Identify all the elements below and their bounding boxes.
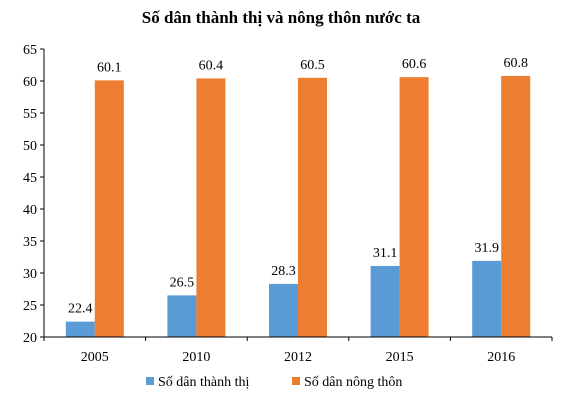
y-tick-label: 20 [23, 331, 37, 346]
x-tick-label: 2015 [386, 350, 414, 365]
data-label: 26.5 [170, 275, 195, 290]
bar-urban-2016 [472, 260, 502, 337]
bar-rural-2005 [94, 80, 124, 338]
bar-rural-2016 [501, 75, 531, 337]
bar-rural-2015 [399, 77, 429, 337]
x-tick-label: 2016 [487, 350, 515, 365]
legend-swatch-urban [146, 377, 154, 385]
y-tick-label: 65 [23, 43, 37, 58]
bar-urban-2015 [370, 265, 400, 337]
data-label: 60.1 [97, 60, 122, 75]
legend-label-rural: Số dân nông thôn [304, 375, 402, 390]
x-tick-label: 2012 [284, 350, 312, 365]
y-tick-label: 25 [23, 299, 37, 314]
x-tick-label: 2010 [182, 350, 210, 365]
y-tick-label: 35 [23, 235, 37, 250]
data-label: 28.3 [271, 264, 296, 279]
y-tick-label: 45 [23, 171, 37, 186]
y-tick-label: 60 [23, 75, 37, 90]
bar-urban-2010 [167, 295, 197, 337]
legend-swatch-rural [292, 377, 300, 385]
data-label: 60.5 [300, 58, 325, 73]
legend-label-urban: Số dân thành thị [158, 375, 249, 390]
bar-urban-2012 [269, 283, 298, 337]
bar-rural-2012 [298, 77, 327, 338]
data-label: 60.6 [402, 57, 427, 72]
y-tick-label: 55 [23, 107, 37, 122]
bar-rural-2010 [196, 78, 226, 337]
y-tick-label: 50 [23, 139, 37, 154]
x-tick-label: 2005 [81, 350, 109, 365]
chart-title: Số dân thành thị và nông thôn nước ta [141, 8, 421, 27]
y-tick-label: 30 [23, 267, 37, 282]
data-label: 31.9 [474, 241, 499, 256]
y-tick-label: 40 [23, 203, 37, 218]
data-label: 60.4 [199, 58, 224, 73]
bar-urban-2005 [65, 321, 95, 337]
data-label: 60.8 [503, 56, 528, 71]
data-label: 22.4 [68, 302, 93, 317]
data-label: 31.1 [373, 246, 398, 261]
